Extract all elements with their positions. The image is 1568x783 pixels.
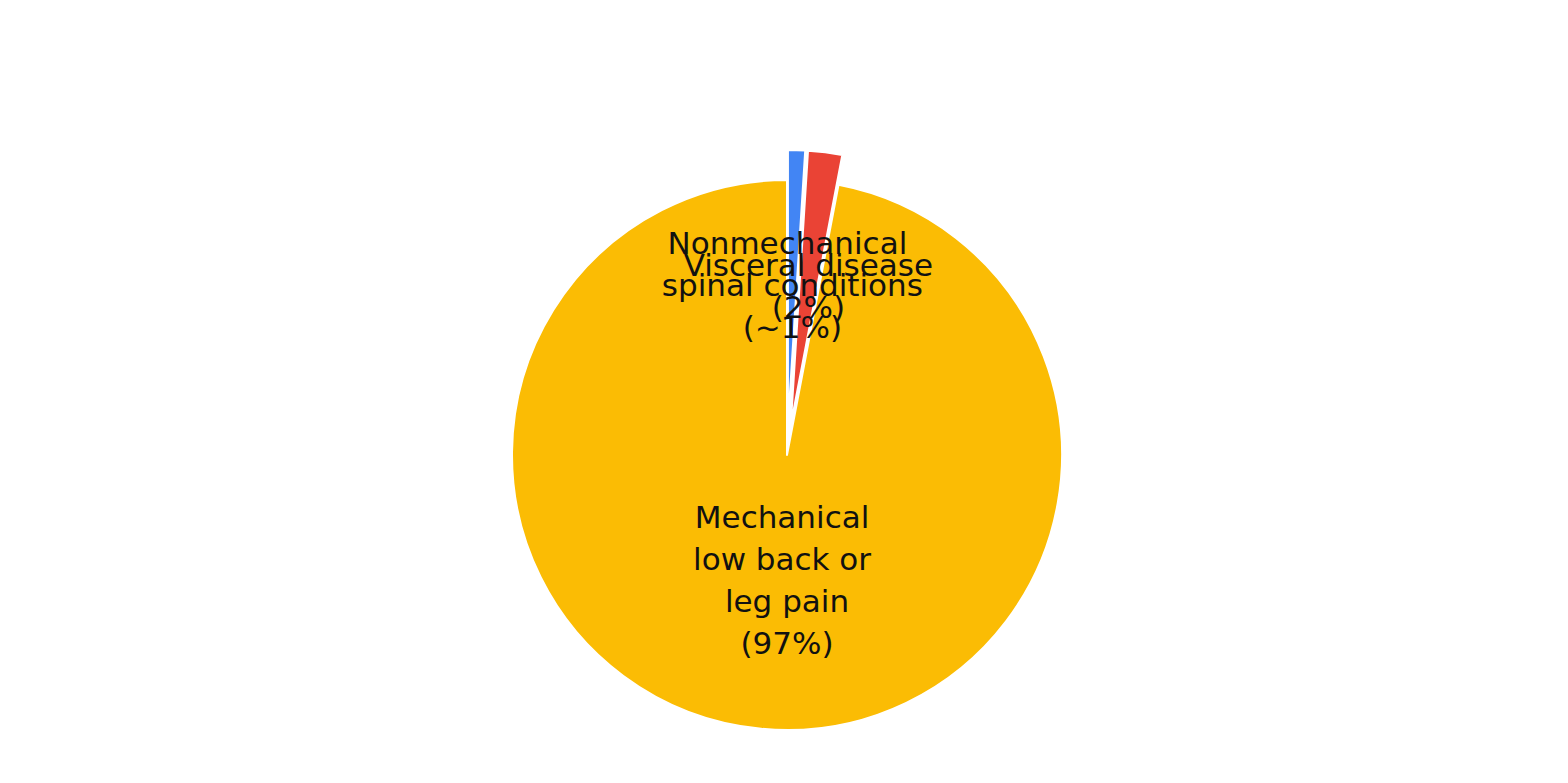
svg-text:Visceral disease: Visceral disease — [684, 247, 933, 283]
svg-text:(97%): (97%) — [740, 625, 833, 661]
svg-text:Mechanical: Mechanical — [695, 499, 879, 535]
svg-text:Nonmechanical: Nonmechanical — [667, 224, 918, 261]
svg-text:low back or: low back or — [693, 541, 881, 577]
svg-text:leg pain: leg pain — [725, 583, 849, 619]
svg-text:(2%): (2%) — [772, 289, 845, 325]
svg-text:(~1%): (~1%) — [742, 308, 842, 345]
